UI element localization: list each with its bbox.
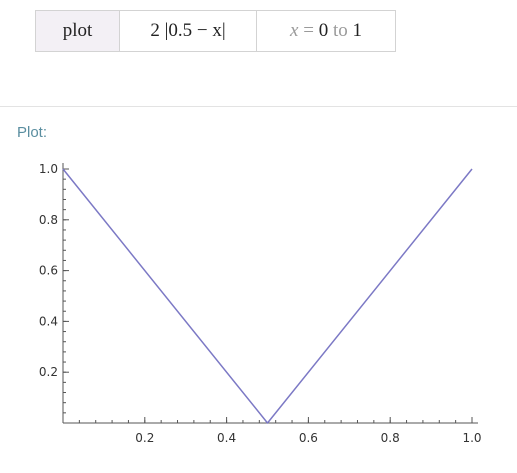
y-tick-label: 0.2 (39, 365, 58, 379)
input-interpretation: plot 2 |0.5 − x| x = 0 to 1 (35, 10, 396, 52)
range: x = 0 to 1 (256, 11, 395, 51)
y-tick-label: 1.0 (39, 162, 58, 176)
range-end: 1 (352, 20, 362, 41)
y-tick-label: 0.8 (39, 213, 58, 227)
expression: 2 |0.5 − x| (119, 11, 256, 51)
x-tick-label: 0.2 (135, 431, 154, 445)
x-tick-label: 1.0 (462, 431, 481, 445)
y-tick-label: 0.6 (39, 264, 58, 278)
x-tick-label: 0.6 (299, 431, 318, 445)
range-variable: x (290, 20, 299, 41)
x-tick-label: 0.8 (381, 431, 400, 445)
series-line (62, 168, 473, 424)
range-connector: to (332, 20, 348, 41)
y-tick-label: 0.4 (39, 314, 58, 328)
section-divider (0, 106, 517, 107)
pod-title: Plot: (17, 124, 48, 141)
x-tick-label: 0.4 (217, 431, 236, 445)
range-equals: = (303, 20, 314, 41)
range-start: 0 (318, 20, 329, 41)
function-label: plot (36, 11, 119, 51)
